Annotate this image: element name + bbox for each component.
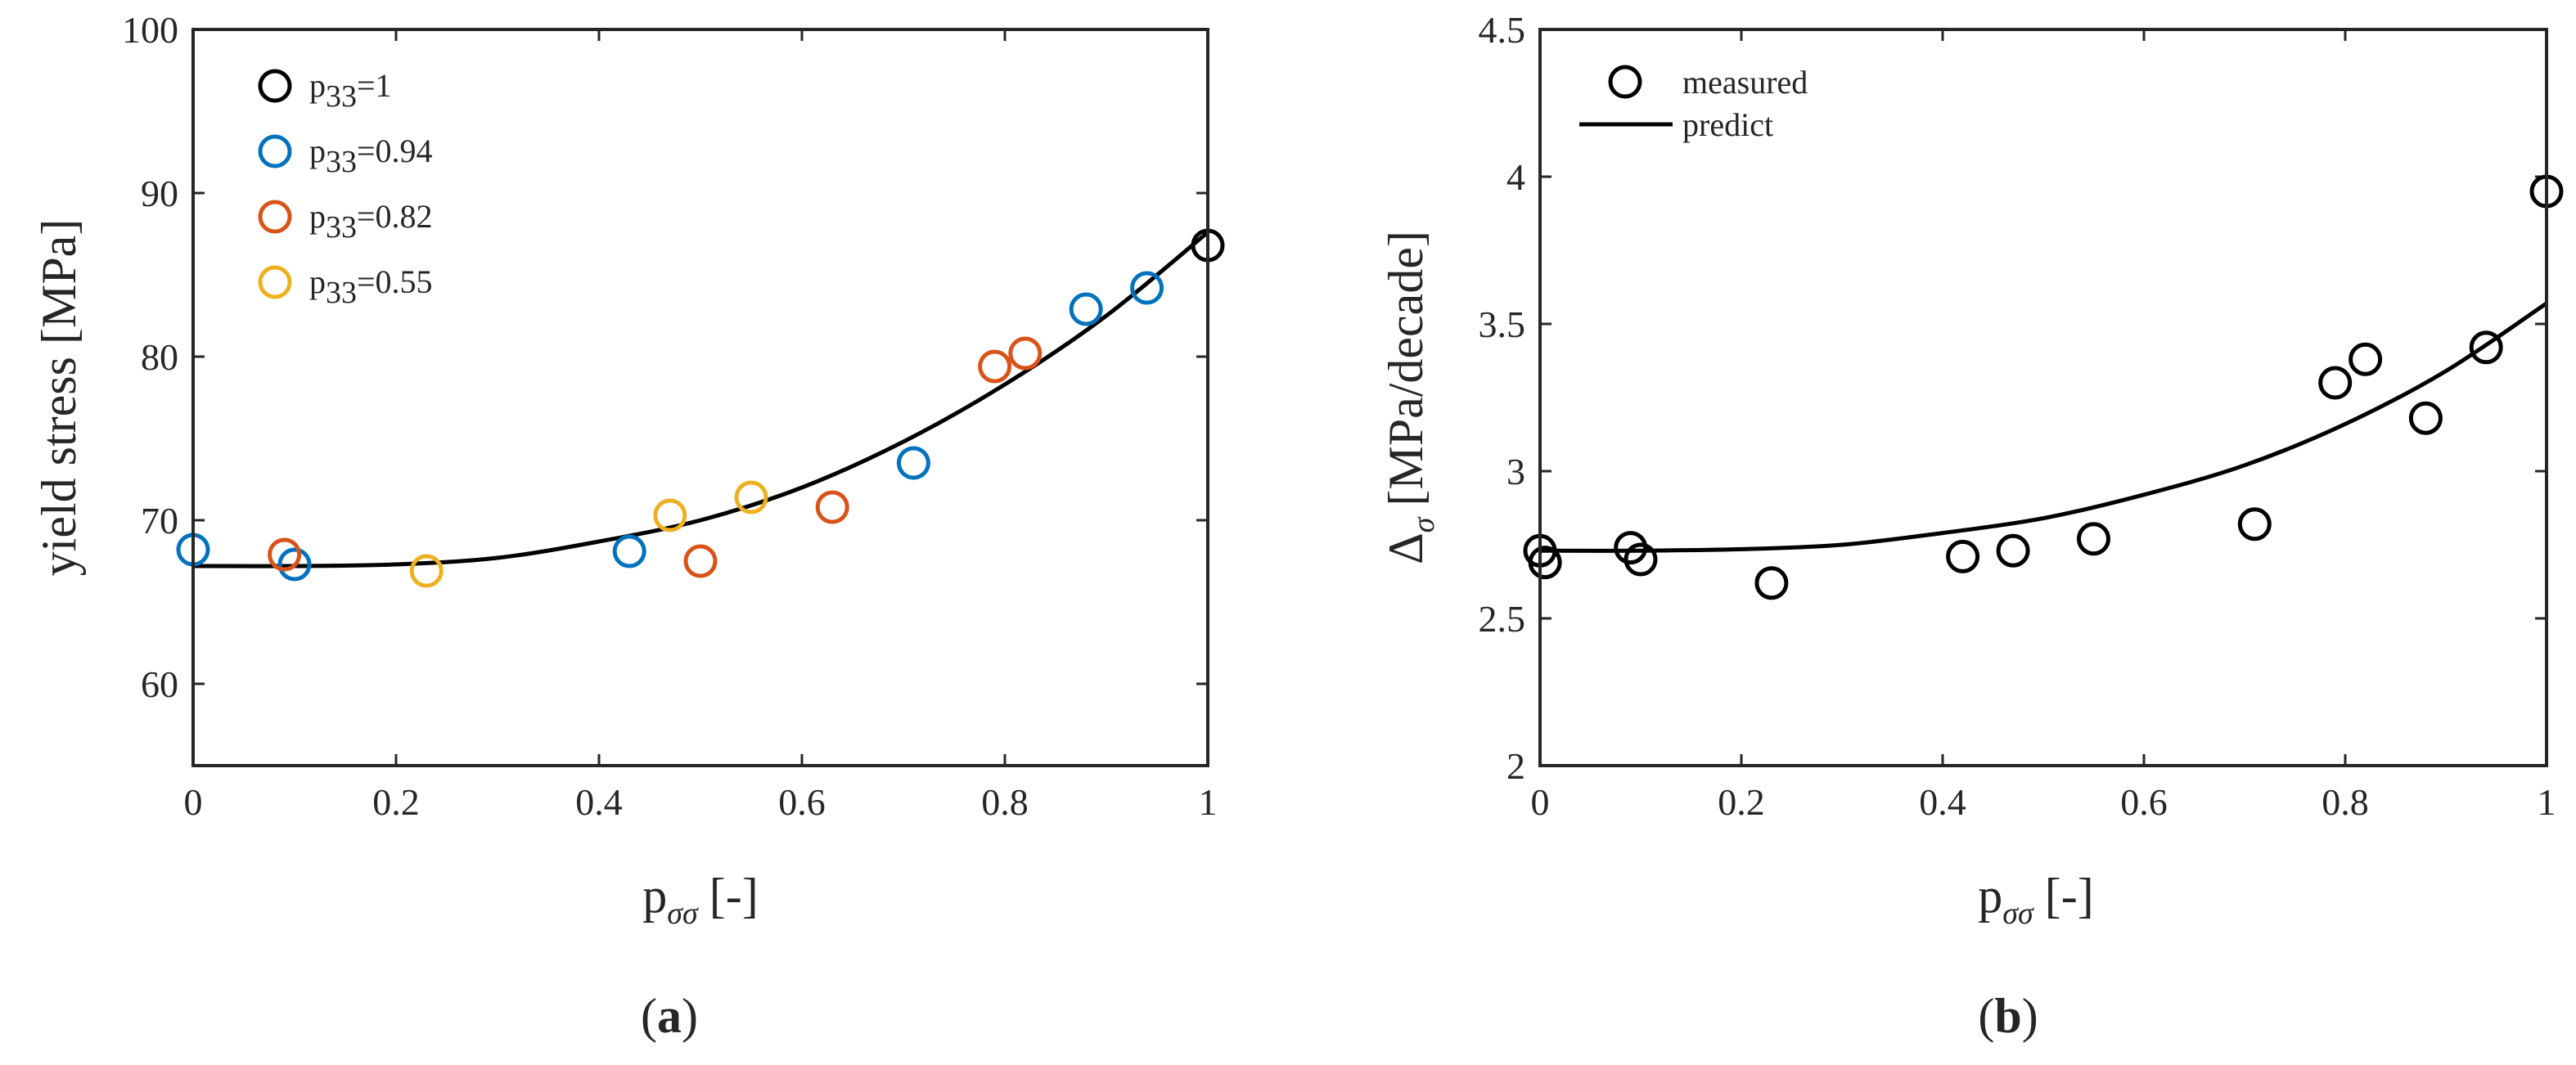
a-data-point (896, 446, 930, 480)
svg-text:p33=1: p33=1 (309, 67, 392, 114)
a-fit-curve (192, 231, 1209, 568)
a-data-point (1008, 336, 1043, 371)
a-y-tick-label: 90 (141, 173, 178, 214)
b-y-tick-label: 4 (1506, 156, 1525, 198)
a-x-tick-label: 0.6 (778, 781, 826, 823)
a-data-point (815, 490, 849, 524)
a-legend-marker (258, 200, 292, 234)
b-data-point (1624, 542, 1658, 577)
a-panel-label: (a) (641, 989, 698, 1043)
b-legend-marker (1608, 65, 1642, 99)
b-data-point (1614, 531, 1648, 565)
a-legend-marker (258, 69, 292, 103)
b-y-tick-label: 3 (1506, 451, 1525, 492)
b-y-tick-label: 2 (1506, 745, 1525, 787)
b-data-point (2469, 330, 2503, 365)
b-predict-curve (1539, 301, 2548, 553)
b-x-tick-label: 0 (1531, 781, 1550, 823)
b-x-tick-label: 0.2 (1718, 781, 1765, 823)
b-data-points (1523, 174, 2564, 600)
a-data-point (1069, 292, 1103, 326)
b-y-tick-label: 3.5 (1479, 303, 1526, 345)
b-fit-curve-line (1539, 301, 2548, 553)
b-data-point (2237, 507, 2272, 541)
a-data-point (1130, 271, 1164, 305)
b-y-tick-labels: 2 2.5 3 3.5 4 4.5 (1479, 9, 1526, 787)
a-data-point (409, 554, 444, 588)
b-x-tick-label: 0.4 (1919, 781, 1966, 823)
b-data-point (1528, 546, 1562, 580)
svg-text:p33=0.82: p33=0.82 (309, 198, 433, 245)
b-x-tick-label: 1 (2538, 781, 2556, 823)
b-y-tick-label: 2.5 (1479, 598, 1526, 640)
a-data-point (612, 534, 646, 568)
b-axes-box (1538, 28, 2548, 767)
svg-text:predict: predict (1682, 106, 1773, 143)
a-x-tick-label: 0.4 (575, 781, 623, 823)
b-data-point (1754, 566, 1789, 600)
a-legend-item-p33-0.82: p33=0.82 (258, 198, 433, 245)
a-data-point (683, 544, 718, 578)
b-data-point (1946, 539, 1980, 573)
a-y-tick-label: 100 (122, 9, 178, 51)
b-y-axis-label: Δσ[MPa/decade] (1379, 231, 1441, 564)
b-x-tick-labels: 0 0.2 0.4 0.6 0.8 1 (1531, 781, 2556, 823)
a-data-point (978, 349, 1012, 384)
b-data-point (2318, 366, 2353, 400)
a-x-tick-label: 0 (184, 781, 203, 823)
a-data-point (734, 480, 768, 515)
a-legend: p33=1 p33=0.94 p33=0.82 p33=0.55 (258, 67, 433, 310)
a-y-tick-label: 80 (141, 336, 178, 378)
a-y-axis-label: yield stress [MPa] (32, 219, 86, 577)
a-data-point (653, 498, 687, 532)
a-legend-item-p33-0.94: p33=0.94 (258, 133, 433, 179)
a-y-tick-label: 60 (141, 663, 178, 705)
b-legend-item-measured: measured (1608, 64, 1808, 101)
b-x-tick-label: 0.6 (2120, 781, 2168, 823)
b-panel-label: (b) (1978, 989, 2038, 1043)
a-data-point (277, 547, 312, 582)
a-ticks (191, 28, 1209, 766)
a-y-tick-label: 70 (141, 500, 178, 541)
b-data-point (2408, 401, 2443, 435)
a-legend-marker (258, 265, 292, 299)
a-legend-marker (258, 134, 292, 169)
svg-text:measured: measured (1682, 64, 1808, 101)
panel-b: 2 2.5 3 3.5 4 4.5 0 0.2 0.4 0.6 0.8 1 Δσ[MPa/decad… (1379, 9, 2564, 1043)
b-data-point (2349, 342, 2383, 376)
panel-a: 60 70 80 90 100 0 0.2 0.4 0.6 0.8 1 yield stress … (32, 9, 1225, 1043)
svg-text:p33=0.55: p33=0.55 (309, 263, 433, 310)
a-x-tick-labels: 0 0.2 0.4 0.6 0.8 1 (184, 781, 1218, 823)
b-data-point (2077, 522, 2110, 556)
a-legend-item-p33-1: p33=1 (258, 67, 392, 114)
b-legend: measured predict (1579, 64, 1808, 143)
b-x-axis-label: pσσ [-] (1978, 869, 2093, 931)
b-y-tick-label: 4.5 (1479, 9, 1526, 51)
b-data-point (1996, 533, 2030, 568)
a-x-axis-label: pσσ [-] (642, 869, 758, 931)
svg-text:p33=0.94: p33=0.94 (309, 133, 433, 179)
a-axes-box (191, 28, 1209, 767)
a-data-points (176, 228, 1225, 588)
a-fit-curve-line (192, 231, 1209, 568)
a-y-tick-labels: 60 70 80 90 100 (122, 9, 178, 705)
a-x-tick-label: 0.2 (372, 781, 420, 823)
a-x-tick-label: 0.8 (981, 781, 1029, 823)
a-legend-item-p33-0.55: p33=0.55 (258, 263, 433, 310)
b-legend-item-predict: predict (1579, 106, 1773, 143)
a-x-tick-label: 1 (1199, 781, 1218, 823)
a-data-point (268, 537, 302, 572)
b-x-tick-label: 0.8 (2322, 781, 2369, 823)
